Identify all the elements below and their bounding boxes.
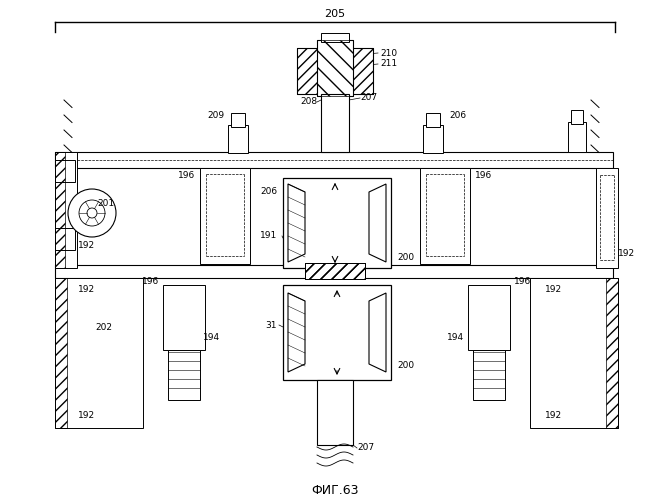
Text: 200: 200 [397, 360, 414, 370]
Bar [317, 40, 353, 96]
Text: 31: 31 [265, 320, 277, 330]
Bar [305, 263, 365, 279]
Bar [473, 350, 505, 400]
Bar [55, 160, 75, 182]
Text: 196: 196 [514, 278, 531, 286]
Bar [321, 33, 349, 42]
Text: 196: 196 [142, 278, 159, 286]
Bar [568, 122, 586, 152]
Text: 205: 205 [324, 9, 345, 19]
Circle shape [87, 208, 97, 218]
Bar [468, 285, 510, 350]
Text: 202: 202 [95, 324, 112, 332]
Bar [297, 48, 317, 94]
Bar [231, 113, 245, 127]
Bar [55, 228, 75, 250]
Circle shape [79, 200, 105, 226]
Bar [317, 40, 353, 96]
Bar [426, 113, 440, 127]
Bar [55, 152, 77, 268]
Text: 191: 191 [260, 232, 277, 240]
Text: 207: 207 [360, 94, 377, 102]
Bar [423, 125, 443, 153]
Text: 192: 192 [545, 286, 562, 294]
Bar [606, 278, 618, 428]
Text: 207: 207 [357, 444, 374, 452]
Text: 192: 192 [618, 248, 635, 258]
Bar [283, 285, 391, 380]
Bar [317, 380, 353, 445]
Bar [168, 350, 200, 400]
Text: 209: 209 [207, 112, 224, 120]
Bar [55, 152, 613, 168]
Bar [228, 125, 248, 153]
Bar [305, 263, 365, 279]
Text: 196: 196 [475, 170, 492, 179]
Bar [305, 263, 365, 279]
Text: 192: 192 [78, 240, 95, 250]
Bar [353, 48, 373, 94]
Bar [297, 48, 373, 94]
Text: 200: 200 [397, 254, 414, 262]
Bar [163, 285, 205, 350]
Bar [321, 94, 349, 152]
Bar [596, 168, 618, 268]
Bar [55, 265, 613, 278]
Bar [420, 168, 470, 264]
Text: 192: 192 [545, 410, 562, 420]
Bar [55, 278, 67, 428]
Circle shape [68, 189, 116, 237]
Text: 194: 194 [447, 334, 464, 342]
Text: 206: 206 [260, 188, 277, 196]
Text: 208: 208 [300, 98, 317, 106]
Bar [55, 278, 143, 428]
Bar [200, 168, 250, 264]
Bar [530, 278, 618, 428]
Text: 210: 210 [380, 48, 397, 58]
Text: 192: 192 [78, 286, 95, 294]
Text: 211: 211 [380, 60, 397, 68]
Text: ФИГ.63: ФИГ.63 [311, 484, 359, 496]
Text: 196: 196 [178, 170, 195, 179]
Bar [283, 178, 391, 268]
Bar [571, 110, 583, 124]
Text: 206: 206 [449, 112, 466, 120]
Bar [55, 152, 65, 268]
Text: 192: 192 [78, 410, 95, 420]
Text: 194: 194 [203, 334, 220, 342]
Text: 201: 201 [97, 198, 114, 207]
